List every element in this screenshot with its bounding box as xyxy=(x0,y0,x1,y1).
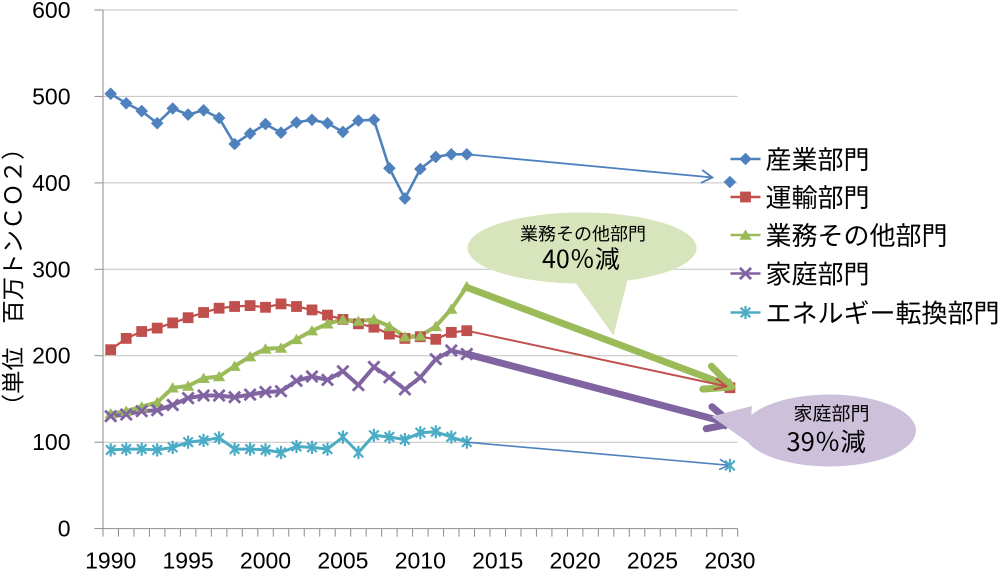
svg-text:300: 300 xyxy=(32,256,70,282)
svg-text:2015: 2015 xyxy=(472,548,523,574)
svg-text:600: 600 xyxy=(32,0,70,23)
svg-text:100: 100 xyxy=(32,429,70,455)
svg-text:200: 200 xyxy=(32,343,70,369)
svg-text:2000: 2000 xyxy=(240,548,291,574)
svg-text:400: 400 xyxy=(32,170,70,196)
svg-text:500: 500 xyxy=(32,83,70,109)
svg-text:2005: 2005 xyxy=(317,548,368,574)
svg-text:1990: 1990 xyxy=(85,548,136,574)
svg-text:2025: 2025 xyxy=(627,548,678,574)
svg-text:2010: 2010 xyxy=(395,548,446,574)
svg-text:0: 0 xyxy=(58,516,71,542)
svg-text:2020: 2020 xyxy=(550,548,601,574)
svg-text:1995: 1995 xyxy=(163,548,214,574)
svg-text:2030: 2030 xyxy=(704,548,755,574)
